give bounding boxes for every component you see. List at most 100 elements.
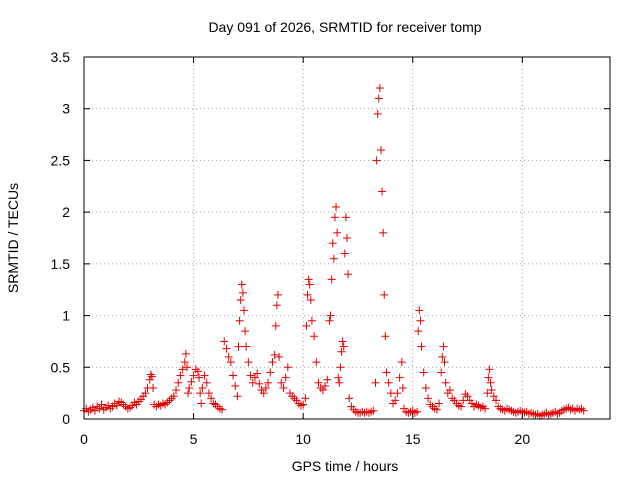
y-tick-label: 3 — [62, 101, 70, 117]
data-point — [185, 383, 194, 392]
grid-layer — [84, 57, 610, 419]
data-point — [463, 392, 472, 401]
x-axis-label: GPS time / hours — [292, 458, 399, 474]
data-point — [332, 202, 341, 211]
data-point — [238, 288, 247, 297]
data-point — [237, 280, 246, 289]
data-point — [318, 386, 327, 395]
data-point — [335, 378, 344, 387]
data-point — [264, 378, 273, 387]
data-point — [147, 372, 156, 381]
data-point — [321, 381, 330, 390]
data-point — [397, 358, 406, 367]
data-point — [307, 316, 316, 325]
x-tick-label: 20 — [515, 431, 531, 447]
data-point — [369, 406, 378, 415]
data-point — [328, 239, 337, 248]
data-point — [398, 383, 407, 392]
data-point — [193, 367, 202, 376]
data-point — [187, 377, 196, 386]
data-point — [314, 378, 323, 387]
y-tick-label: 0.5 — [51, 359, 71, 375]
data-point — [189, 371, 198, 380]
data-point — [231, 381, 240, 390]
chart-title: Day 091 of 2026, SRMTID for receiver tom… — [208, 19, 481, 35]
data-point — [149, 383, 158, 392]
data-point — [419, 368, 428, 377]
data-point — [146, 370, 155, 379]
data-point — [200, 371, 209, 380]
x-tick-label: 0 — [80, 431, 88, 447]
data-point — [437, 368, 446, 377]
data-point — [326, 311, 335, 320]
data-point — [340, 249, 349, 258]
data-point — [301, 394, 310, 403]
data-point — [255, 379, 264, 388]
data-point — [234, 342, 243, 351]
data-point — [248, 378, 257, 387]
x-tick-label: 15 — [405, 431, 421, 447]
data-point — [270, 350, 279, 359]
data-point — [229, 371, 238, 380]
data-point — [204, 389, 213, 398]
data-point — [277, 378, 286, 387]
data-point — [373, 109, 382, 118]
data-point — [372, 156, 381, 165]
data-point — [244, 358, 253, 367]
data-point — [379, 228, 388, 237]
data-point — [327, 275, 336, 284]
data-point — [489, 392, 498, 401]
tick-layer: 0 0.5 1 1.5 2 2.5 3 3.5 0 5 10 15 20 — [51, 49, 610, 447]
data-point — [169, 392, 178, 401]
data-point — [306, 296, 315, 305]
data-point — [414, 327, 423, 336]
data-point — [241, 327, 250, 336]
data-point — [197, 399, 206, 408]
data-point — [486, 378, 495, 387]
data-point — [218, 405, 227, 414]
data-point — [415, 306, 424, 315]
data-point — [236, 296, 245, 305]
data-point — [235, 316, 244, 325]
data-point — [312, 358, 321, 367]
y-tick-label: 2.5 — [51, 152, 71, 168]
data-point — [310, 332, 319, 341]
data-point — [253, 369, 262, 378]
data-point — [271, 321, 280, 330]
data-point — [141, 389, 150, 398]
data-point — [181, 349, 190, 358]
data-point — [374, 94, 383, 103]
data-point — [246, 371, 255, 380]
data-point — [299, 400, 308, 409]
data-point — [395, 373, 404, 382]
data-point — [112, 401, 121, 410]
data-point — [344, 270, 353, 279]
data-point — [483, 389, 492, 398]
data-point — [220, 337, 229, 346]
x-tick-label: 5 — [190, 431, 198, 447]
data-point — [183, 363, 192, 372]
data-point — [304, 275, 313, 284]
data-point — [224, 352, 233, 361]
data-point — [338, 337, 347, 346]
data-point — [279, 383, 288, 392]
data-point — [272, 301, 281, 310]
data-point — [266, 368, 275, 377]
data-point — [421, 383, 430, 392]
data-point — [207, 394, 216, 403]
data-point — [579, 406, 588, 415]
y-tick-label: 2 — [62, 204, 70, 220]
data-point — [196, 389, 205, 398]
data-point — [375, 84, 384, 93]
data-point — [380, 290, 389, 299]
data-point — [325, 316, 334, 325]
data-point — [438, 352, 447, 361]
data-point — [333, 228, 342, 237]
data-point — [198, 383, 207, 392]
y-tick-label: 3.5 — [51, 49, 71, 65]
data-point — [233, 392, 242, 401]
points-layer — [80, 84, 588, 420]
data-point — [242, 342, 251, 351]
plot-frame — [83, 56, 611, 420]
data-point — [283, 363, 292, 372]
